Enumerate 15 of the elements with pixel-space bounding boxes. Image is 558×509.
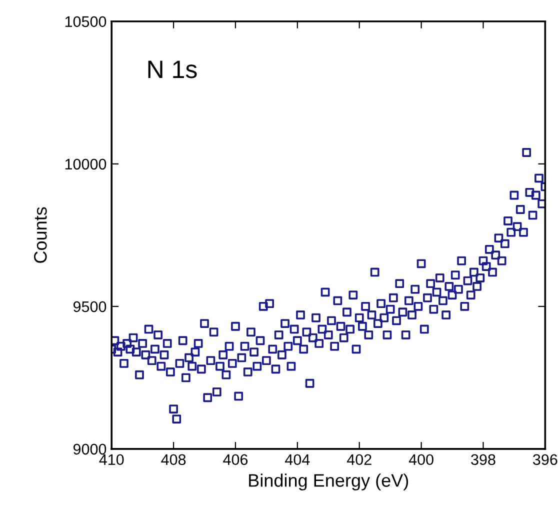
x-tick-label: 408 bbox=[161, 454, 186, 466]
x-tick-label: 398 bbox=[471, 454, 496, 466]
x-tick-label: 402 bbox=[346, 454, 372, 466]
annotation: N 1s bbox=[148, 60, 197, 78]
x-tick-label: 396 bbox=[533, 454, 558, 466]
y-axis-title: Counts bbox=[34, 207, 47, 263]
x-axis-title: Binding Energy (eV) bbox=[249, 474, 408, 490]
y-tick-label: 10500 bbox=[65, 16, 106, 28]
x-tick-label: 410 bbox=[99, 454, 124, 466]
x-tick-label: 404 bbox=[285, 454, 310, 466]
y-tick-label: 9000 bbox=[73, 444, 106, 455]
x-tick-label: 406 bbox=[223, 454, 248, 466]
x-tick-label: 400 bbox=[408, 454, 434, 466]
y-tick-label: 10000 bbox=[65, 158, 106, 170]
y-tick-label: 9500 bbox=[73, 301, 106, 312]
